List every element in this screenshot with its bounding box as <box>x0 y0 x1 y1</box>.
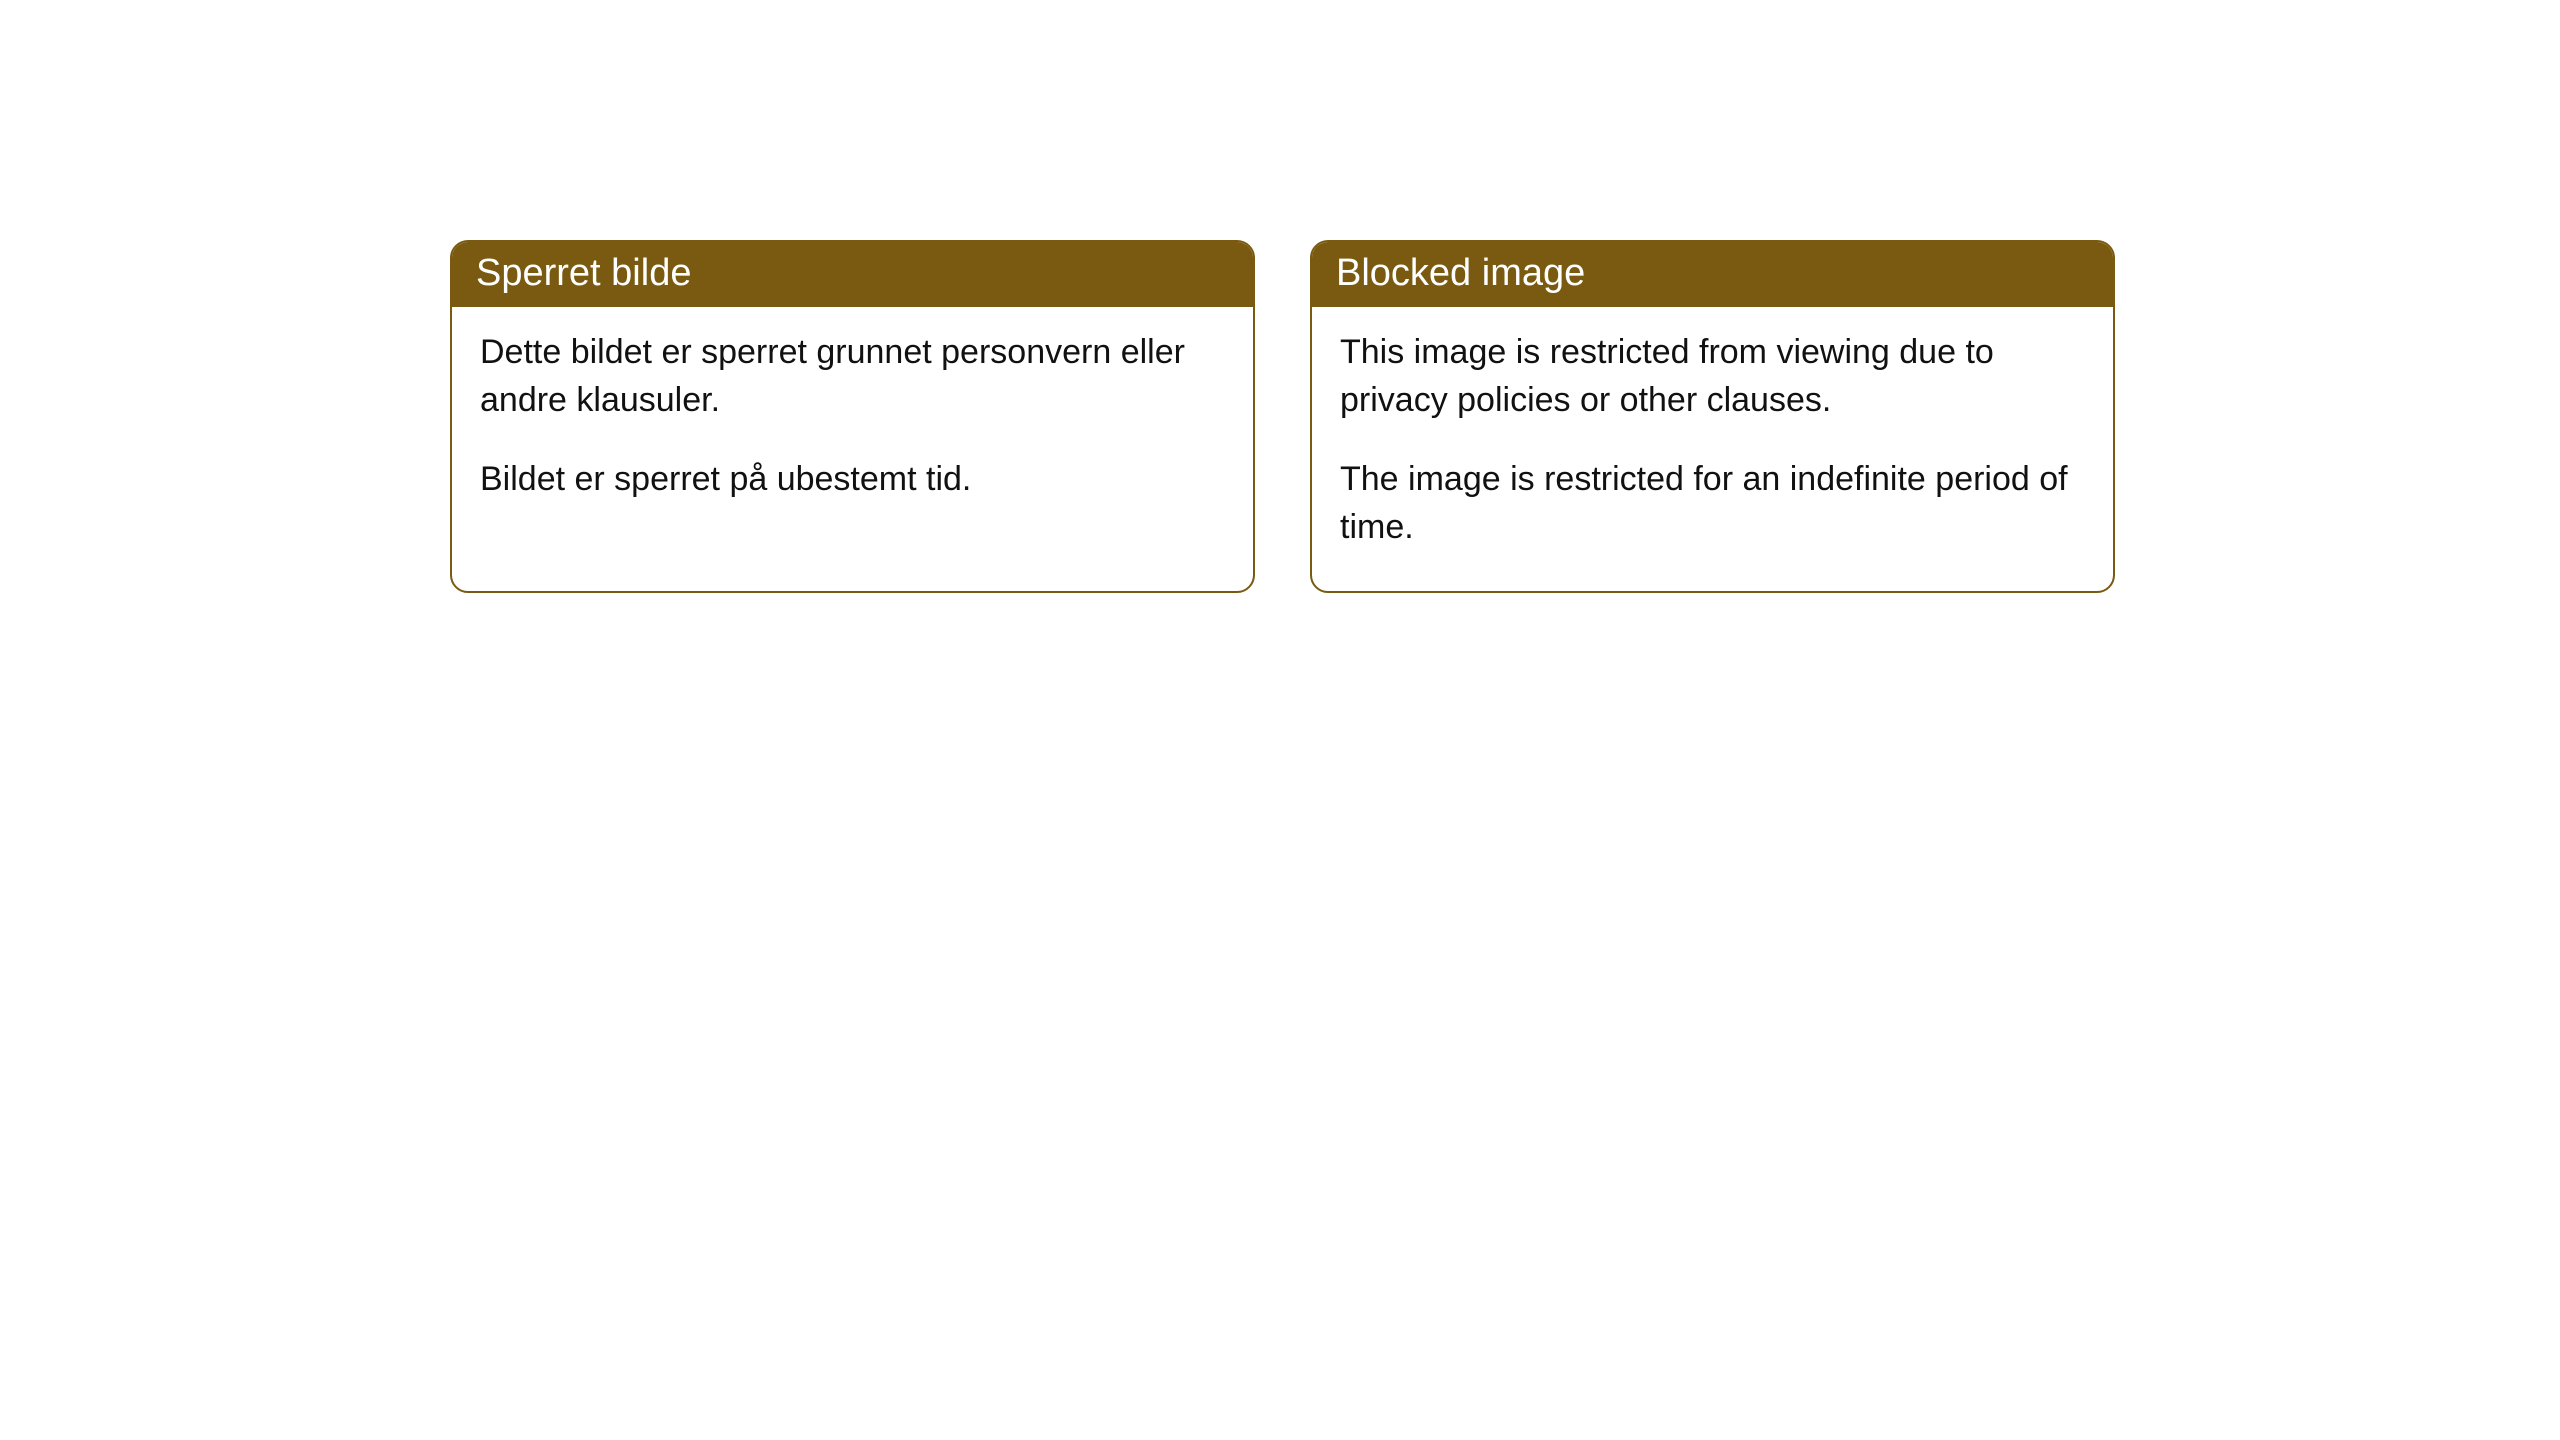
notice-paragraph-1: This image is restricted from viewing du… <box>1340 329 2085 424</box>
card-header-title: Sperret bilde <box>452 242 1253 307</box>
notice-paragraph-2: The image is restricted for an indefinit… <box>1340 456 2085 551</box>
notice-card-norwegian: Sperret bilde Dette bildet er sperret gr… <box>450 240 1255 593</box>
card-body: Dette bildet er sperret grunnet personve… <box>452 307 1253 544</box>
card-header-title: Blocked image <box>1312 242 2113 307</box>
notice-container: Sperret bilde Dette bildet er sperret gr… <box>450 240 2115 593</box>
notice-paragraph-2: Bildet er sperret på ubestemt tid. <box>480 456 1225 504</box>
notice-card-english: Blocked image This image is restricted f… <box>1310 240 2115 593</box>
notice-paragraph-1: Dette bildet er sperret grunnet personve… <box>480 329 1225 424</box>
card-body: This image is restricted from viewing du… <box>1312 307 2113 591</box>
